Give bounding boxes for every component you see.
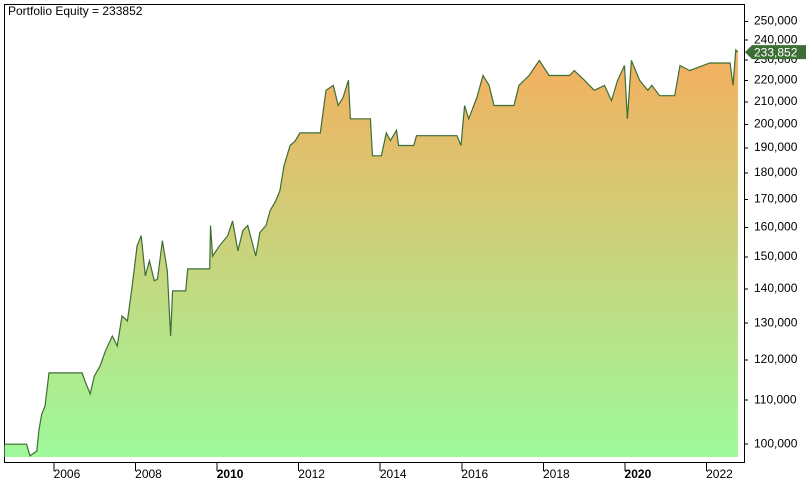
last-value-label: 233,852 bbox=[754, 45, 798, 59]
x-tick-label: 2022 bbox=[706, 467, 733, 481]
y-tick-label: 130,000 bbox=[754, 315, 798, 329]
y-tick-label: 160,000 bbox=[754, 219, 798, 233]
y-tick-label: 200,000 bbox=[754, 116, 798, 130]
y-tick-label: 210,000 bbox=[754, 94, 798, 108]
x-tick-label: 2006 bbox=[54, 467, 81, 481]
y-tick-label: 250,000 bbox=[754, 13, 798, 27]
equity-line bbox=[4, 48, 739, 457]
y-tick-label: 150,000 bbox=[754, 249, 798, 263]
y-tick-label: 100,000 bbox=[754, 436, 798, 450]
y-tick-label: 190,000 bbox=[754, 140, 798, 154]
y-tick-label: 240,000 bbox=[754, 32, 798, 46]
y-tick-label: 140,000 bbox=[754, 281, 798, 295]
y-tick-label: 220,000 bbox=[754, 72, 798, 86]
x-tick-label: 2014 bbox=[380, 467, 407, 481]
equity-area bbox=[4, 49, 738, 458]
x-tick-label: 2016 bbox=[461, 467, 488, 481]
last-value-marker bbox=[745, 45, 806, 60]
x-tick-label: 2012 bbox=[298, 467, 325, 481]
x-tick-label: 2018 bbox=[543, 467, 570, 481]
y-tick-label: 170,000 bbox=[754, 191, 798, 205]
x-tick-label: 2008 bbox=[135, 467, 162, 481]
y-tick-label: 110,000 bbox=[754, 392, 797, 406]
chart-title: Portfolio Equity = 233852 bbox=[8, 4, 143, 18]
y-tick-label: 180,000 bbox=[754, 165, 798, 179]
x-tick-label: 2010 bbox=[217, 467, 244, 481]
y-tick-label: 120,000 bbox=[754, 352, 798, 366]
x-tick-label: 2020 bbox=[625, 467, 652, 481]
